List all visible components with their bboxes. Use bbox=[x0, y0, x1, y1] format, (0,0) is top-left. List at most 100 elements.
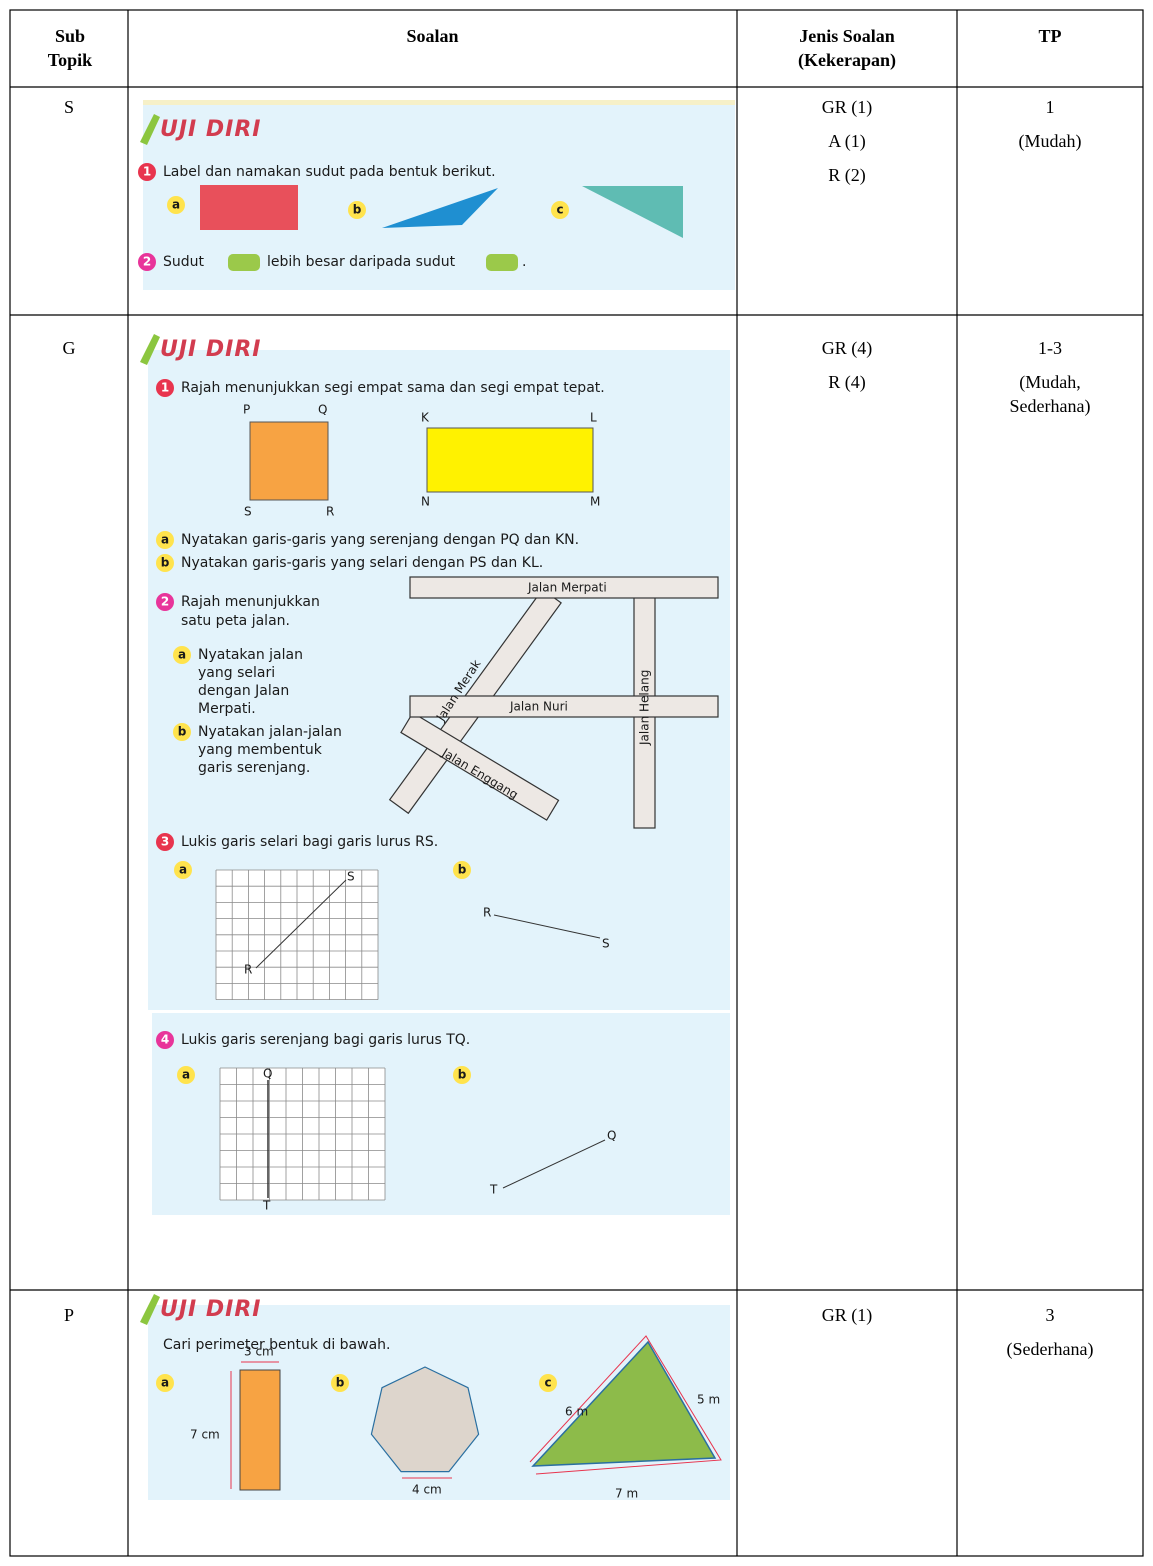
measure-label: 7 cm bbox=[190, 1428, 220, 1442]
vertex-label: N bbox=[421, 495, 430, 509]
number-badge bbox=[138, 253, 156, 271]
question-number: 1 bbox=[161, 381, 169, 395]
letter-badge bbox=[331, 1374, 349, 1392]
street-label: Jalan Helang bbox=[638, 670, 652, 746]
rectangle-shape bbox=[426, 427, 594, 493]
jenis-list: GR (1) bbox=[737, 1303, 957, 1337]
part-letter: a bbox=[161, 533, 169, 547]
answer-box bbox=[486, 254, 518, 271]
point-label: R bbox=[244, 963, 252, 977]
jenis-list: GR (4) R (4) bbox=[737, 336, 957, 404]
jenis-list: GR (1) A (1) R (2) bbox=[737, 95, 957, 197]
header-cell: Soalan bbox=[406, 26, 459, 46]
tp-item: (Sederhana) bbox=[1006, 1339, 1094, 1359]
triangle-shape bbox=[582, 186, 683, 238]
point-label: T bbox=[262, 1199, 271, 1213]
square-grid bbox=[215, 869, 379, 1000]
table-border bbox=[9, 9, 1144, 1557]
line-segment bbox=[502, 1139, 606, 1189]
vertex-label: P bbox=[243, 403, 250, 417]
letter-badge bbox=[174, 861, 192, 879]
measure-label: 3 cm bbox=[244, 1345, 274, 1359]
part-text: Nyatakan garis-garis yang selari dengan … bbox=[181, 555, 543, 571]
question-text: Rajah menunjukkan segi empat sama dan se… bbox=[181, 380, 605, 396]
jenis-item: A (1) bbox=[828, 131, 866, 151]
part-letter: a bbox=[161, 1376, 169, 1390]
letter-badge bbox=[453, 1066, 471, 1084]
triangle-shape bbox=[531, 1340, 717, 1467]
panel-strip bbox=[143, 100, 735, 105]
letter-badge bbox=[156, 531, 174, 549]
measure-label: 7 m bbox=[615, 1487, 638, 1501]
street-label: Jalan Nuri bbox=[509, 700, 568, 714]
question-text: Label dan namakan sudut pada bentuk beri… bbox=[163, 164, 496, 180]
question-text: Lukis garis serenjang bagi garis lurus T… bbox=[181, 1032, 470, 1048]
jenis-item: GR (1) bbox=[821, 97, 873, 117]
panel-heading: UJI DIRI bbox=[160, 1297, 261, 1322]
question-number: 2 bbox=[161, 595, 169, 609]
jenis-item: R (2) bbox=[828, 165, 866, 185]
question-text: Rajah menunjukkan bbox=[181, 594, 320, 610]
part-text: Merpati. bbox=[198, 701, 256, 717]
question-number: 4 bbox=[161, 1033, 169, 1047]
panel-heading: UJI DIRI bbox=[160, 117, 261, 142]
letter-badge bbox=[177, 1066, 195, 1084]
pencil-icon bbox=[140, 1294, 160, 1325]
header-cell: Jenis Soalan (Kekerapan) bbox=[798, 26, 896, 70]
question-text: Cari perimeter bentuk di bawah. bbox=[163, 1337, 391, 1353]
number-badge bbox=[138, 163, 156, 181]
question-text: lebih besar daripada sudut bbox=[267, 254, 456, 270]
jenis-item: GR (1) bbox=[821, 1305, 873, 1325]
number-badge bbox=[156, 379, 174, 397]
question-text: . bbox=[522, 254, 526, 270]
part-text: yang membentuk bbox=[198, 742, 323, 758]
part-text: Nyatakan garis-garis yang serenjang deng… bbox=[181, 532, 579, 548]
measure-label: 5 m bbox=[697, 1393, 720, 1407]
part-letter: c bbox=[556, 203, 563, 217]
letter-badge bbox=[551, 201, 569, 219]
number-badge bbox=[156, 833, 174, 851]
measure-label: 4 cm bbox=[412, 1483, 442, 1497]
letter-badge bbox=[156, 554, 174, 572]
question-number: 1 bbox=[143, 165, 151, 179]
pencil-icon bbox=[140, 114, 160, 145]
part-letter: b bbox=[458, 863, 467, 877]
point-label: S bbox=[602, 937, 610, 951]
panel-heading: UJI DIRI bbox=[160, 337, 261, 362]
part-letter: b bbox=[458, 1068, 467, 1082]
jenis-item: R (4) bbox=[828, 372, 866, 392]
tp-list: 1 (Mudah) bbox=[957, 95, 1143, 163]
street-label: Jalan Merpati bbox=[527, 581, 607, 595]
part-letter: a bbox=[179, 863, 187, 877]
part-letter: c bbox=[544, 1376, 551, 1390]
header-cell: TP bbox=[1038, 26, 1062, 46]
letter-badge bbox=[348, 201, 366, 219]
letter-badge bbox=[173, 646, 191, 664]
answer-box bbox=[228, 254, 260, 271]
measure-arrow bbox=[529, 1335, 722, 1475]
point-label: S bbox=[347, 870, 355, 884]
vertex-label: M bbox=[590, 495, 600, 509]
tp-list: 3 (Sederhana) bbox=[957, 1303, 1143, 1371]
question-text: Sudut bbox=[163, 254, 205, 270]
rectangle-shape bbox=[200, 185, 298, 230]
pencil-icon bbox=[140, 334, 160, 365]
letter-badge bbox=[167, 196, 185, 214]
sub-topik: P bbox=[63, 1305, 74, 1325]
number-badge bbox=[156, 1031, 174, 1049]
question-text: satu peta jalan. bbox=[181, 613, 290, 629]
part-text: Nyatakan jalan-jalan bbox=[198, 724, 342, 740]
part-letter: a bbox=[182, 1068, 190, 1082]
table-rules bbox=[9, 9, 1144, 1557]
part-text: dengan Jalan bbox=[198, 683, 289, 699]
measure-label: 6 m bbox=[565, 1405, 588, 1419]
sub-topik: S bbox=[63, 97, 74, 117]
letter-badge bbox=[173, 723, 191, 741]
part-letter: b bbox=[178, 725, 187, 739]
triangle-shape bbox=[382, 188, 498, 228]
vertex-label: K bbox=[421, 411, 430, 425]
part-text: garis serenjang. bbox=[198, 760, 310, 776]
number-badge bbox=[156, 593, 174, 611]
